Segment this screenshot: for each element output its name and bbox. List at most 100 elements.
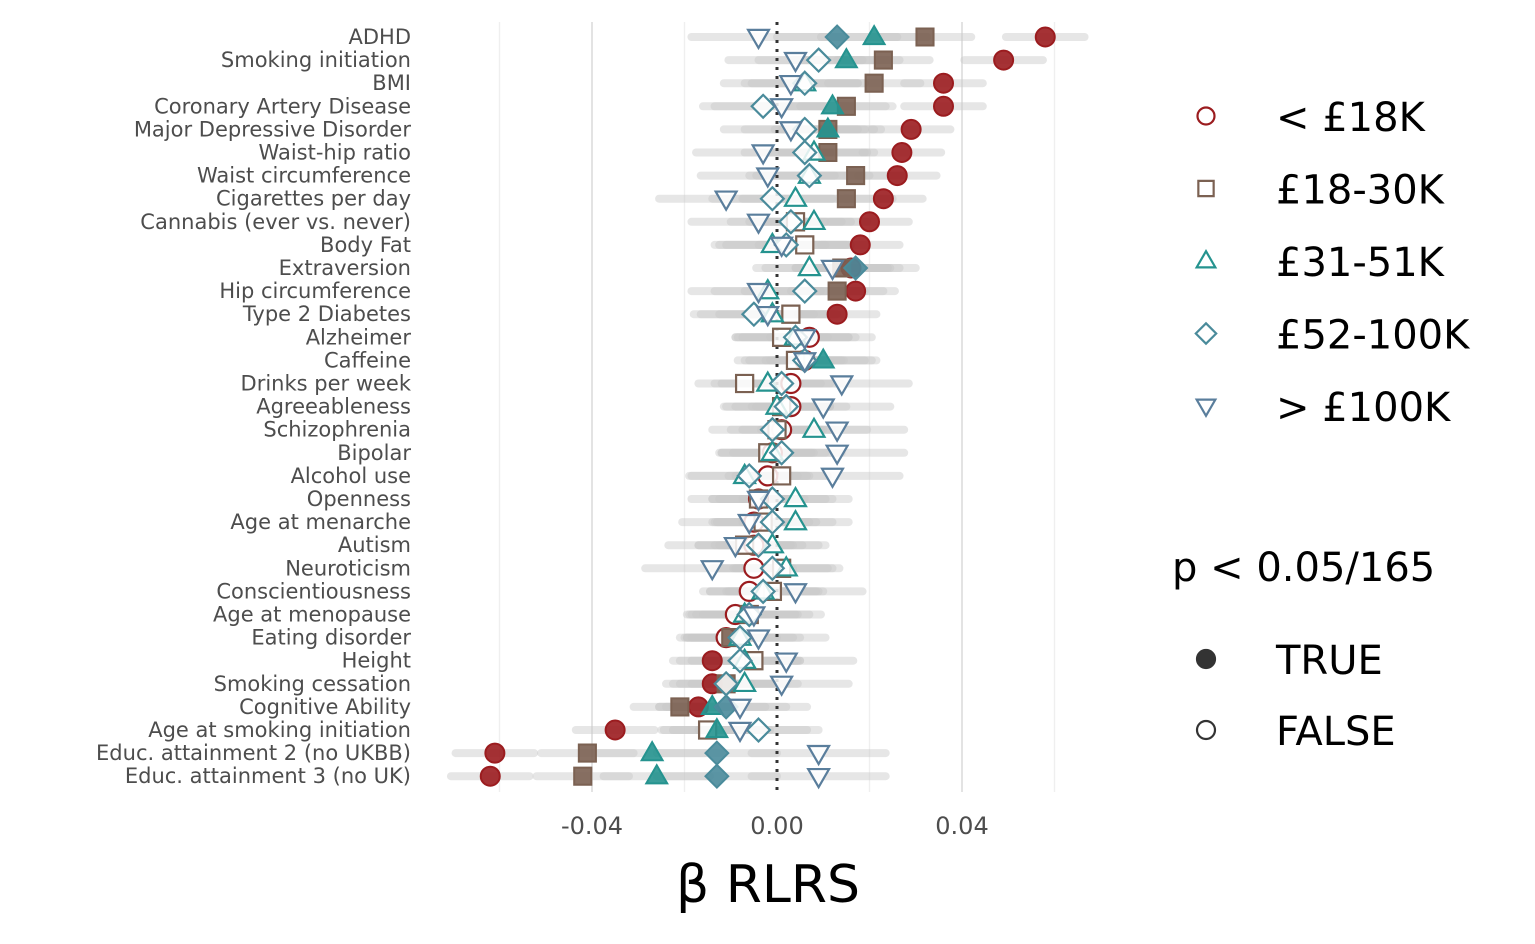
category-label: Age at smoking initiation (148, 718, 411, 742)
data-point (746, 490, 771, 513)
data-point (796, 162, 823, 189)
data-point (829, 375, 855, 397)
data-point (791, 139, 818, 166)
significance-legend-title: p < 0.05/165 (1172, 545, 1435, 591)
data-point (864, 73, 884, 93)
data-point (811, 347, 836, 369)
category-label: Drinks per week (241, 372, 412, 396)
data-point (701, 650, 723, 672)
legend-label: TRUE (1275, 638, 1383, 684)
legend-key (1195, 648, 1217, 670)
category-label: Waist-hip ratio (259, 141, 411, 165)
data-point (750, 578, 777, 605)
data-point (836, 189, 856, 209)
data-point (670, 697, 690, 717)
legend-key (1196, 106, 1216, 126)
data-point (993, 49, 1015, 71)
data-point (699, 560, 725, 582)
data-point (484, 742, 506, 764)
category-label: Cigarettes per day (216, 187, 411, 211)
legend-key (1194, 321, 1218, 346)
data-point (859, 211, 880, 233)
income-legend: < £18K £18-30K £31-51K £52-100K > £100K (1194, 95, 1471, 431)
data-point (755, 167, 781, 189)
category-label: Bipolar (337, 441, 411, 465)
data-point (713, 190, 739, 212)
data-point (736, 513, 762, 536)
legend-label: £18-30K (1276, 168, 1446, 214)
data-point (820, 259, 845, 282)
data-point (933, 72, 954, 94)
category-label: Major Depressive Disorder (134, 117, 412, 141)
category-label: Waist circumference (197, 164, 411, 188)
data-point (783, 485, 808, 508)
category-label: Agreeableness (256, 395, 411, 419)
data-point (806, 767, 831, 790)
data-point (827, 281, 847, 301)
x-tick-labels: -0.04 0.00 0.04 (561, 812, 989, 840)
data-point (734, 373, 755, 394)
category-label: Age at menopause (213, 603, 411, 627)
data-point (746, 213, 771, 235)
category-label: Schizophrenia (263, 418, 411, 442)
data-point (746, 282, 771, 305)
data-point (704, 717, 730, 739)
legend-key (1194, 249, 1218, 269)
x-tick-label: 0.04 (935, 812, 988, 840)
data-point (759, 185, 786, 212)
data-point (873, 50, 893, 70)
data-point (745, 717, 772, 743)
data-point (741, 606, 767, 628)
legend-key (1195, 719, 1217, 741)
data-point (781, 304, 801, 324)
data-point (872, 188, 894, 210)
category-label: Educ. attainment 2 (no UKBB) (96, 741, 411, 765)
data-points (479, 24, 1056, 790)
data-point (777, 208, 804, 235)
data-point (769, 98, 794, 120)
data-point (604, 719, 626, 741)
data-point (783, 51, 808, 74)
data-point (778, 74, 804, 97)
category-label: Autism (338, 533, 411, 557)
data-point (886, 165, 908, 187)
data-point (736, 462, 763, 489)
x-tick-label: -0.04 (561, 812, 623, 840)
category-label: Educ. attainment 3 (no UK) (125, 764, 411, 788)
category-label: Extraversion (279, 256, 411, 280)
category-label: Smoking initiation (221, 48, 411, 72)
data-point (771, 466, 792, 486)
legend-key (1194, 398, 1218, 418)
data-point (820, 467, 845, 490)
category-label: Age at menarche (230, 510, 411, 534)
category-label: Eating disorder (251, 626, 411, 650)
data-point (639, 740, 665, 762)
data-point (732, 670, 757, 693)
data-point (773, 393, 800, 420)
data-point (759, 416, 786, 443)
data-point (723, 536, 748, 559)
x-axis-label: β RLRS (676, 855, 860, 915)
data-point (791, 278, 818, 305)
data-point (797, 254, 822, 277)
data-point (900, 118, 922, 140)
data-point (891, 142, 913, 163)
data-point (783, 583, 808, 605)
category-label: BMI (372, 71, 411, 95)
category-label: Alzheimer (306, 325, 412, 349)
category-label: Cognitive Ability (239, 695, 411, 719)
data-point (745, 532, 772, 559)
category-label: Smoking cessation (214, 672, 411, 696)
data-point (820, 93, 845, 115)
data-point (644, 763, 669, 785)
data-point (769, 236, 794, 259)
data-point (933, 95, 954, 117)
data-point (750, 144, 776, 166)
data-point (746, 28, 771, 51)
data-point (801, 416, 827, 438)
data-point (806, 744, 831, 767)
data-point (849, 234, 871, 256)
data-point (805, 47, 832, 74)
legend-label: < £18K (1276, 95, 1427, 141)
